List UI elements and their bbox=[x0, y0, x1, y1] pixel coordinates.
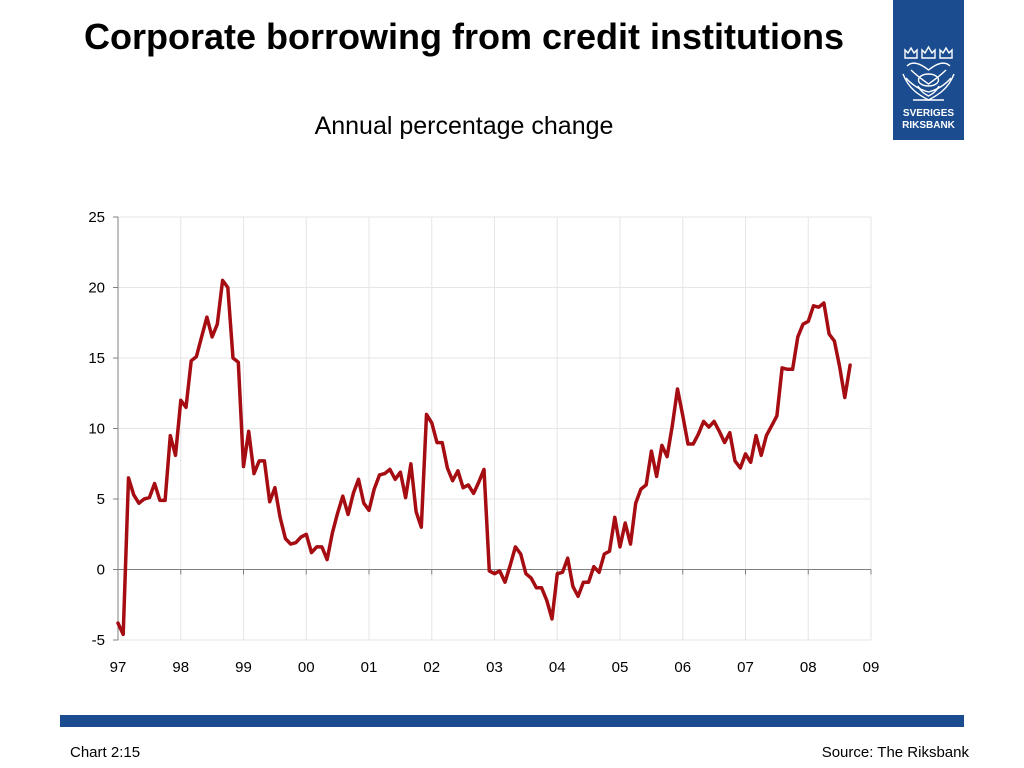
x-tick-label: 05 bbox=[612, 659, 629, 676]
crown-emblem-icon bbox=[902, 45, 955, 101]
source-note: Source: The Riksbank bbox=[821, 744, 969, 761]
footer-bar bbox=[60, 715, 964, 727]
x-tick-label: 00 bbox=[298, 659, 315, 676]
x-tick-label: 07 bbox=[737, 659, 754, 676]
x-tick-label: 03 bbox=[486, 659, 503, 676]
x-tick-labels: 97 98 99 00 01 02 03 04 05 06 07 08 09 bbox=[110, 659, 880, 676]
y-tick-label: 5 bbox=[97, 491, 105, 508]
y-tick-label: 0 bbox=[97, 562, 105, 579]
chart-subtitle: Annual percentage change bbox=[314, 112, 614, 140]
x-tick-label: 04 bbox=[549, 659, 566, 676]
x-tick-label: 08 bbox=[800, 659, 817, 676]
logo-text-sveriges: SVERIGES bbox=[902, 108, 955, 119]
y-tick-label: -5 bbox=[92, 632, 105, 649]
chart-grid bbox=[118, 216, 872, 641]
x-tick-label: 02 bbox=[423, 659, 440, 676]
y-tick-label: 15 bbox=[88, 350, 105, 367]
series-line bbox=[116, 278, 852, 637]
y-tick-label: 10 bbox=[88, 421, 105, 438]
chart-series bbox=[116, 278, 852, 637]
x-tick-label: 06 bbox=[674, 659, 691, 676]
y-tick-labels: -5 0 5 10 15 20 25 bbox=[88, 209, 105, 649]
x-tick-label: 01 bbox=[361, 659, 378, 676]
x-tick-label: 99 bbox=[235, 659, 252, 676]
logo-text-riksbank: RIKSBANK bbox=[902, 120, 955, 131]
chart-axes bbox=[113, 216, 872, 641]
chart-title: Corporate borrowing from credit institut… bbox=[83, 16, 844, 57]
y-tick-label: 20 bbox=[88, 280, 105, 297]
x-tick-label: 98 bbox=[172, 659, 189, 676]
x-tick-label: 09 bbox=[863, 659, 880, 676]
x-tick-label: 97 bbox=[110, 659, 127, 676]
y-tick-label: 25 bbox=[88, 209, 105, 226]
riksbank-logo: SVERIGES RIKSBANK bbox=[893, 0, 964, 140]
chart-number: Chart 2:15 bbox=[70, 744, 141, 761]
